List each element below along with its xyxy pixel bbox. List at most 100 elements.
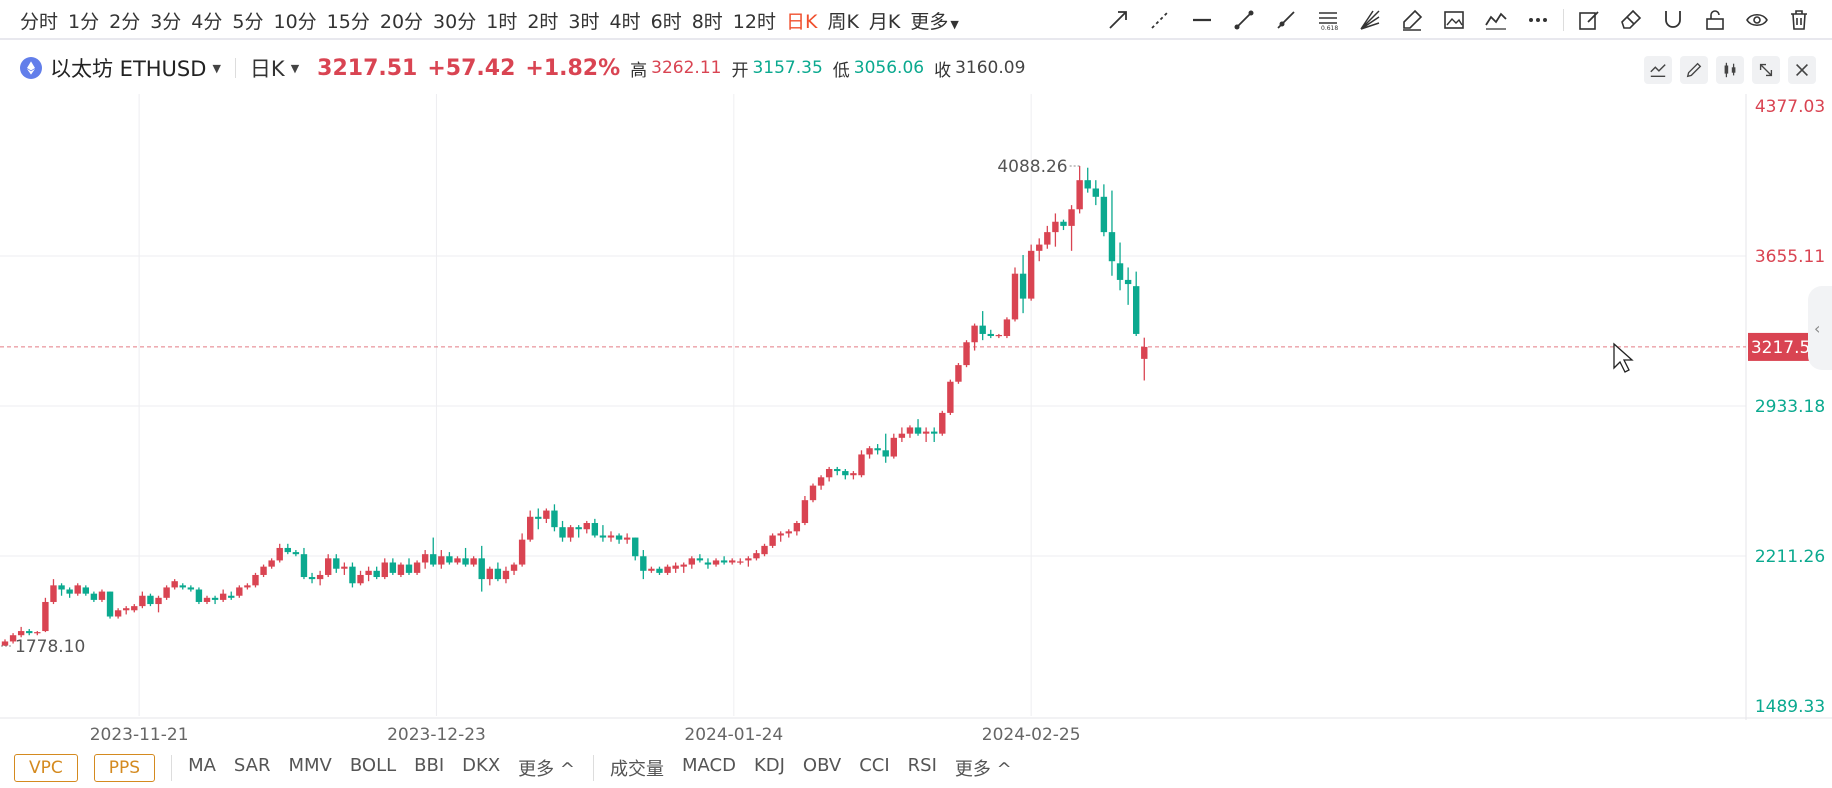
candle-body (139, 595, 146, 607)
interval-tab[interactable]: 10分 (273, 10, 317, 33)
candle-body (527, 516, 534, 540)
interval-tab[interactable]: 2分 (109, 10, 141, 33)
indicator-item[interactable]: CCI (859, 755, 890, 776)
interval-tab[interactable]: 3分 (150, 10, 182, 33)
interval-tab[interactable]: 分时 (20, 10, 59, 33)
eraser-icon[interactable] (1610, 0, 1652, 40)
horizontal-line-icon[interactable] (1181, 0, 1223, 40)
candle-body (882, 450, 889, 457)
collapse-panel-tab[interactable]: ‹ (1808, 286, 1832, 370)
candle-body (325, 558, 332, 575)
pps-button[interactable]: PPS (93, 754, 156, 782)
candle-body (74, 585, 81, 594)
interval-tab[interactable]: 20分 (379, 10, 424, 33)
drawing-tools: 0.618 (1097, 0, 1832, 40)
interval-tab[interactable]: 12时 (732, 10, 776, 33)
indicator-item[interactable]: MMV (288, 755, 332, 776)
indicator-item[interactable]: BOLL (349, 755, 397, 776)
candle-body (696, 558, 704, 561)
x-tick-label: 2024-02-25 (982, 725, 1081, 745)
interval-tab[interactable]: 6时 (650, 10, 682, 33)
lock-icon[interactable] (1694, 0, 1736, 40)
interval-tab[interactable]: 月K (868, 10, 901, 33)
interval-tab[interactable]: 更多 ▼ (910, 10, 959, 33)
vpc-button[interactable]: VPC (14, 754, 78, 782)
magnet-icon[interactable] (1652, 0, 1694, 40)
candle-body (543, 510, 550, 519)
candle-body (147, 595, 154, 605)
candle-body (842, 471, 849, 476)
fan-icon[interactable] (1349, 0, 1391, 40)
edit-note-icon[interactable] (1568, 0, 1610, 40)
price-change-pct: +1.82% (525, 55, 621, 81)
candle-body (801, 500, 809, 524)
candle-body (260, 566, 267, 575)
indicator-item[interactable]: BBI (414, 755, 445, 776)
candle-body (850, 473, 857, 476)
candle-body (825, 468, 833, 478)
interval-tab[interactable]: 1时 (486, 10, 518, 33)
image-icon[interactable] (1433, 0, 1475, 40)
arrow-line-icon[interactable] (1097, 0, 1139, 40)
interval-tab[interactable]: 30分 (433, 10, 477, 33)
candle-body (219, 593, 227, 600)
interval-tab[interactable]: 1分 (68, 10, 100, 33)
segment-line-icon[interactable] (1223, 0, 1265, 40)
candle-body (510, 564, 518, 571)
fullscreen-icon[interactable] (1752, 56, 1780, 84)
interval-tab[interactable]: 4时 (609, 10, 641, 33)
symbol-name[interactable]: 以太坊 ETHUSD (50, 57, 207, 81)
indicator-item[interactable]: MACD (681, 755, 736, 776)
ray-line-icon[interactable] (1265, 0, 1307, 40)
indicator-item[interactable]: DKX (462, 755, 501, 776)
brush-icon[interactable] (1391, 0, 1433, 40)
indicator-item[interactable]: 更多 ^ (954, 759, 1012, 780)
candle-body (535, 516, 542, 519)
candle-body (478, 558, 485, 580)
candle-body (607, 535, 615, 538)
candle-body (252, 574, 259, 586)
period-selector[interactable]: 日K (249, 57, 285, 81)
candle-body (1027, 250, 1035, 299)
more-dots-icon[interactable] (1517, 0, 1559, 40)
max-price-label: 4088.26 (997, 157, 1067, 177)
candle-body (1092, 188, 1099, 197)
chart-type-icon[interactable] (1644, 56, 1672, 84)
candle-body (195, 589, 203, 602)
interval-tab[interactable]: 2时 (527, 10, 559, 33)
indicator-item[interactable]: 更多 ^ (518, 759, 575, 780)
candle-settings-icon[interactable] (1716, 56, 1744, 84)
dashed-line-icon[interactable] (1139, 0, 1181, 40)
interval-tab[interactable]: 3时 (568, 10, 600, 33)
indicator-item[interactable]: 成交量 (609, 759, 664, 780)
candle-body (1019, 273, 1027, 299)
interval-tab[interactable]: 8时 (691, 10, 723, 33)
interval-tab[interactable]: 15分 (326, 10, 370, 33)
candle-body (131, 606, 138, 611)
interval-tab[interactable]: 5分 (232, 10, 264, 33)
interval-tab[interactable]: 4分 (191, 10, 223, 33)
candle-body (316, 574, 324, 580)
symbol-dropdown-icon[interactable]: ▼ (212, 61, 221, 75)
indicator-item[interactable]: SAR (233, 755, 271, 776)
close-label: 收 (934, 60, 952, 81)
indicator-item[interactable]: OBV (802, 755, 842, 776)
candle-body (575, 527, 582, 530)
indicator-item[interactable]: MA (188, 755, 216, 776)
chevron-left-icon: ‹ (1814, 318, 1821, 338)
candle-body (866, 448, 873, 455)
indicator-item[interactable]: RSI (907, 755, 937, 776)
interval-tab[interactable]: 日K (785, 10, 818, 33)
fibonacci-icon[interactable]: 0.618 (1307, 0, 1349, 40)
interval-tab[interactable]: 周K (827, 10, 859, 33)
wave-icon[interactable] (1475, 0, 1517, 40)
indicator-item[interactable]: KDJ (753, 755, 785, 776)
eye-icon[interactable] (1736, 0, 1778, 40)
candlestick-chart[interactable]: 4377.03 3655.11 2933.18 2211.26 1489.33 2023-… (0, 0, 1832, 748)
trash-icon[interactable] (1778, 0, 1820, 40)
candle-body (333, 558, 340, 569)
period-dropdown-icon[interactable]: ▼ (290, 61, 300, 75)
close-icon[interactable] (1788, 56, 1816, 84)
pencil-icon[interactable] (1680, 56, 1708, 84)
candle-body (672, 565, 679, 569)
